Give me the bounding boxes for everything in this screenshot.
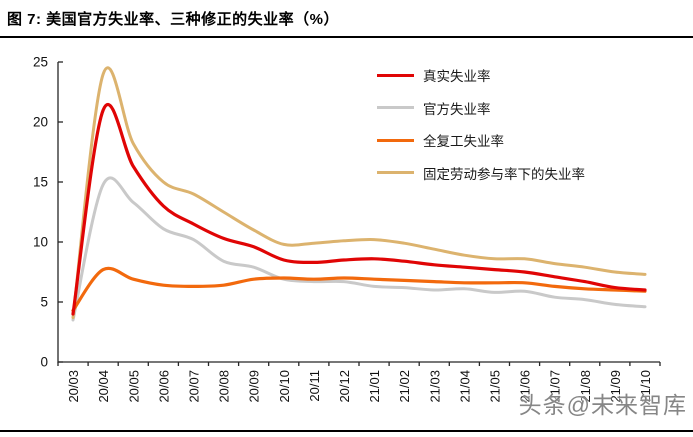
series-line-3 — [71, 66, 647, 320]
series-line-2 — [71, 266, 647, 312]
legend-label-full-return-unemployment: 全复工失业率 — [423, 134, 504, 150]
bottom-divider — [0, 430, 693, 432]
x-tick-label: 20/07 — [186, 370, 201, 403]
legend-swatch-official-unemployment — [377, 106, 414, 110]
watermark: 头条@未来智库 — [518, 392, 687, 418]
x-tick-label: 21/10 — [638, 370, 653, 403]
x-tick-label: 20/11 — [307, 370, 322, 402]
y-tick-label: 10 — [33, 235, 48, 250]
chart-title: 图 7: 美国官方失业率、三种修正的失业率（%） — [7, 11, 340, 28]
legend-item-true-unemployment: 真实失业率 — [377, 59, 585, 92]
x-tick-label: 21/09 — [608, 370, 623, 403]
chart-legend: 真实失业率 官方失业率 全复工失业率 固定劳动参与率下的失业率 — [377, 59, 585, 189]
series-line-0 — [71, 103, 647, 316]
legend-label-fixed-lfpr-unemployment: 固定劳动参与率下的失业率 — [423, 166, 585, 182]
title-divider — [0, 36, 693, 38]
y-tick-label: 25 — [33, 55, 48, 70]
x-tick-label: 20/05 — [126, 370, 141, 403]
y-tick-label: 0 — [40, 355, 48, 370]
x-tick-label: 21/06 — [518, 370, 533, 403]
x-tick-label: 20/03 — [66, 370, 81, 403]
unemployment-line-chart: 0 5 10 15 20 25 20/03 20/04 20/05 20/06 20/07 20/08… — [33, 55, 661, 403]
y-tick-label: 20 — [33, 115, 48, 130]
x-tick-label: 21/07 — [548, 370, 563, 403]
legend-item-fixed-lfpr-unemployment: 固定劳动参与率下的失业率 — [377, 157, 585, 190]
x-tick-label: 20/04 — [96, 370, 111, 403]
legend-item-official-unemployment: 官方失业率 — [377, 92, 585, 125]
x-tick-label: 20/09 — [247, 370, 262, 403]
y-tick-label: 15 — [33, 175, 48, 190]
legend-swatch-fixed-lfpr-unemployment — [377, 171, 414, 175]
x-tick-label: 21/01 — [367, 370, 382, 403]
legend-swatch-true-unemployment — [377, 73, 414, 77]
x-tick-label: 21/08 — [578, 370, 593, 403]
x-tick-label: 21/02 — [397, 370, 412, 403]
x-tick-label: 20/06 — [156, 370, 171, 403]
legend-swatch-full-return-unemployment — [377, 138, 414, 142]
y-tick-label: 5 — [40, 295, 48, 310]
x-tick-label: 21/03 — [427, 370, 442, 403]
legend-label-true-unemployment: 真实失业率 — [423, 69, 491, 85]
series-line-1 — [71, 176, 647, 322]
legend-label-official-unemployment: 官方失业率 — [423, 101, 491, 117]
legend-item-full-return-unemployment: 全复工失业率 — [377, 124, 585, 157]
x-tick-label: 21/05 — [487, 370, 502, 403]
x-tick-label: 20/08 — [217, 370, 232, 403]
x-tick-label: 20/10 — [277, 370, 292, 403]
x-tick-label: 21/04 — [457, 370, 472, 403]
x-tick-label: 20/12 — [337, 370, 352, 403]
